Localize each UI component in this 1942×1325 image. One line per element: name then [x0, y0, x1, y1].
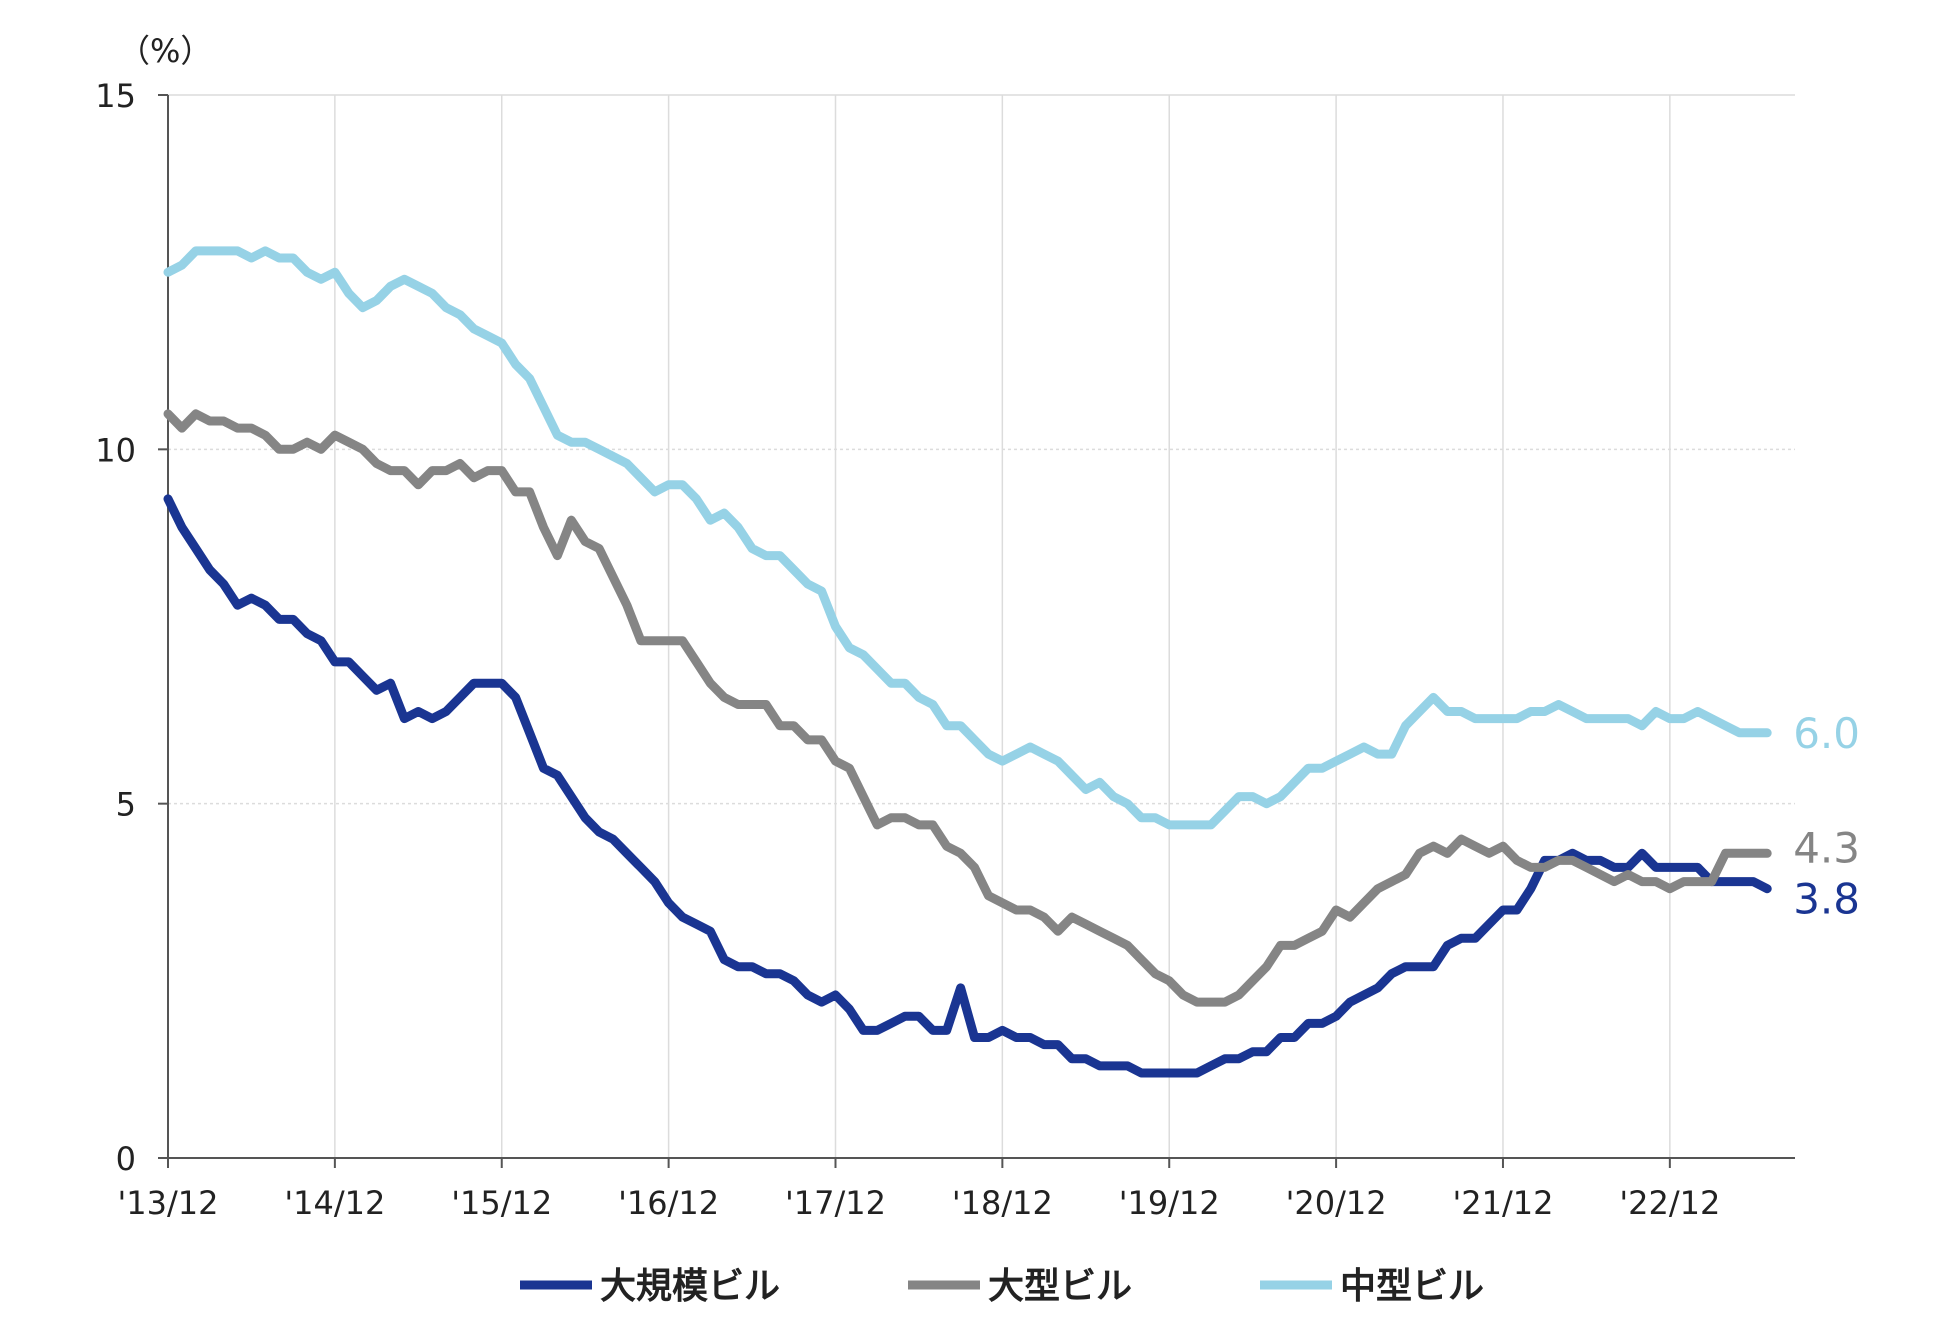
x-tick-label: '17/12 — [785, 1184, 886, 1222]
x-tick-label: '15/12 — [451, 1184, 552, 1222]
legend-label: 大規模ビル — [600, 1266, 780, 1307]
series-line-1 — [163, 494, 1772, 1078]
end-label-layer: 3.84.3 6.0 — [1793, 709, 1860, 924]
axis-layer: 0 5 10 15 '13/12 '14/12 '15/12 '16/12 '17/12 '18/… — [95, 77, 1795, 1222]
series-end-label: 3.8 — [1793, 875, 1860, 924]
y-tick-label: 15 — [95, 77, 136, 115]
x-tick-label: '20/12 — [1286, 1184, 1387, 1222]
series-end-label: 6.0 — [1793, 709, 1860, 758]
legend: 大規模ビル 大型ビル 中型ビル — [520, 1266, 1484, 1307]
series-layer — [163, 246, 1772, 1078]
x-tick-label: '16/12 — [618, 1184, 719, 1222]
y-tick-label: 5 — [116, 786, 136, 824]
series-line-3 — [163, 246, 1772, 830]
x-tick-label: '14/12 — [284, 1184, 385, 1222]
grid-layer — [168, 94, 1795, 1158]
x-tick-label: '19/12 — [1119, 1184, 1220, 1222]
x-tick-label: '13/12 — [117, 1184, 218, 1222]
x-tick-label: '21/12 — [1452, 1184, 1553, 1222]
series-end-label: 4.3 — [1793, 823, 1860, 872]
y-tick-label: 10 — [95, 431, 136, 469]
legend-label: 中型ビル — [1340, 1266, 1484, 1307]
x-tick-label: '22/12 — [1619, 1184, 1720, 1222]
series-line-2 — [163, 409, 1772, 1007]
y-tick-label: 0 — [116, 1140, 136, 1178]
legend-label: 大型ビル — [988, 1266, 1132, 1307]
y-axis-unit-label: （%） — [118, 32, 212, 70]
x-tick-label: '18/12 — [952, 1184, 1053, 1222]
